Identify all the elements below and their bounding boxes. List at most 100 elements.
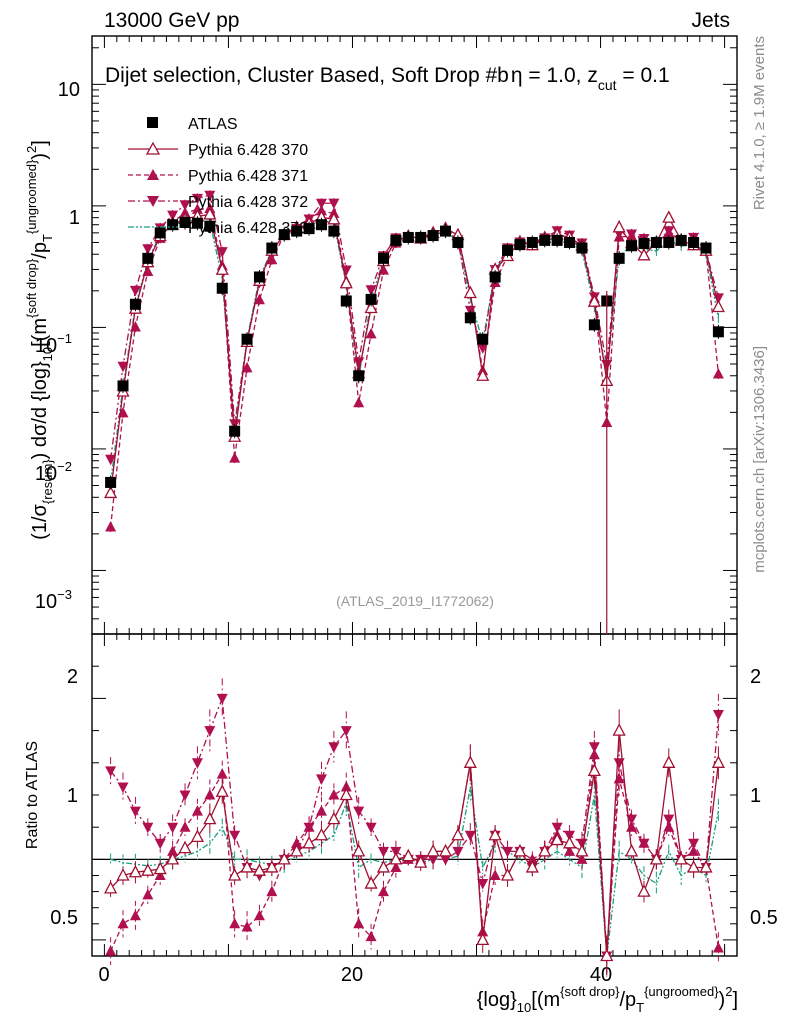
x-title-sub: 10 bbox=[517, 1000, 531, 1015]
marker-ratio-p371 bbox=[117, 917, 129, 929]
y-axis-title-main: (1/σ{resum}) dσ/d {log}10[(m{soft drop}/… bbox=[24, 140, 55, 540]
x-title-slash: /p bbox=[619, 989, 636, 1011]
marker-ratio-p372 bbox=[477, 879, 489, 890]
marker-atlas bbox=[191, 217, 203, 229]
marker-atlas bbox=[278, 229, 290, 241]
y-title-mid: ) dσ/d {log} bbox=[29, 361, 51, 459]
y-tick-label-1e-3: 10−3 bbox=[35, 587, 72, 613]
marker-ratio-p371 bbox=[204, 789, 216, 800]
marker-atlas bbox=[663, 236, 675, 248]
selection-cut-sub: cut bbox=[598, 77, 617, 93]
selection-tail: = 0.1 bbox=[617, 64, 670, 87]
marker-atlas bbox=[526, 236, 538, 248]
marker-main-p371 bbox=[266, 253, 278, 265]
marker-main-p370 bbox=[711, 299, 725, 313]
marker-ratio-p370 bbox=[463, 755, 477, 768]
marker-ratio-p370 bbox=[228, 868, 242, 881]
marker-ratio-p370 bbox=[128, 864, 142, 878]
marker-ratio-p370 bbox=[500, 868, 515, 881]
y-title-close: ) bbox=[29, 153, 51, 160]
marker-main-p372 bbox=[477, 343, 489, 354]
marker-ratio-p370 bbox=[451, 827, 465, 841]
marker-ratio-p371 bbox=[216, 768, 228, 779]
marker-atlas bbox=[241, 333, 253, 345]
marker-ratio-p370 bbox=[624, 843, 639, 857]
marker-atlas bbox=[427, 230, 439, 242]
marker-main-p370 bbox=[215, 262, 229, 275]
marker-ratio-p370 bbox=[302, 835, 316, 849]
marker-ratio-p372 bbox=[588, 742, 600, 753]
legend-marker-370 bbox=[145, 141, 161, 155]
marker-ratio-p370 bbox=[389, 851, 403, 865]
marker-main-p370 bbox=[104, 485, 118, 499]
y-tick-label-10: 10 bbox=[58, 79, 80, 101]
marker-main-p372 bbox=[179, 200, 191, 211]
legend-label-373: Pythia 6.428 373 bbox=[188, 220, 308, 237]
x-title-sq: 2 bbox=[725, 984, 732, 999]
axis-ticks bbox=[92, 36, 737, 956]
y-tick-1e-3-mantissa: 10 bbox=[35, 591, 57, 613]
marker-atlas bbox=[105, 476, 117, 488]
marker-ratio-p371 bbox=[526, 853, 538, 864]
marker-ratio-p371 bbox=[377, 885, 389, 897]
marker-atlas bbox=[489, 271, 501, 283]
marker-main-p371 bbox=[626, 230, 638, 241]
marker-atlas bbox=[365, 293, 377, 305]
marker-ratio-p372 bbox=[328, 742, 340, 753]
ratio-tick-label-0-5: 0.5 bbox=[50, 907, 78, 929]
marker-main-p370 bbox=[587, 294, 601, 307]
marker-atlas bbox=[154, 227, 166, 239]
marker-ratio-p371 bbox=[142, 888, 154, 900]
marker-ratio-p370 bbox=[116, 868, 130, 881]
marker-main-p372 bbox=[328, 198, 340, 210]
marker-main-p372 bbox=[216, 247, 228, 258]
selection-eta: η = 1.0, z bbox=[511, 64, 598, 87]
marker-atlas bbox=[638, 238, 650, 250]
marker-ratio-p371 bbox=[588, 748, 600, 760]
marker-atlas bbox=[328, 225, 340, 237]
marker-ratio-p371 bbox=[241, 921, 253, 932]
marker-ratio-p372 bbox=[216, 693, 228, 705]
marker-ratio-p371 bbox=[638, 837, 650, 848]
marker-atlas bbox=[303, 223, 315, 235]
x-tick-label-40: 40 bbox=[590, 964, 612, 986]
marker-atlas bbox=[340, 295, 352, 307]
marker-atlas bbox=[539, 234, 551, 246]
marker-main-p370 bbox=[203, 207, 217, 220]
ratio-tick-label-1: 1 bbox=[67, 785, 78, 807]
marker-ratio-p371 bbox=[253, 909, 265, 921]
marker-main-p372 bbox=[204, 190, 216, 202]
marker-ratio-p370 bbox=[265, 860, 279, 873]
marker-ratio-p370 bbox=[104, 880, 118, 894]
marker-ratio-p370 bbox=[637, 884, 651, 897]
marker-main-p372 bbox=[315, 198, 327, 210]
marker-ratio-p370 bbox=[401, 848, 415, 862]
main-plot-area bbox=[104, 190, 725, 634]
marker-ratio-p370 bbox=[711, 755, 725, 768]
series-main-p373 bbox=[109, 214, 720, 488]
marker-atlas bbox=[551, 234, 563, 246]
marker-ratio-p370 bbox=[550, 832, 564, 846]
marker-main-p371 bbox=[117, 406, 129, 418]
marker-main-p372 bbox=[117, 361, 129, 373]
marker-ratio-p372 bbox=[142, 822, 154, 834]
marker-atlas bbox=[712, 326, 724, 338]
marker-ratio-p370 bbox=[699, 860, 713, 873]
marker-ratio-p370 bbox=[141, 863, 155, 876]
marker-main-p371 bbox=[105, 520, 117, 532]
series-line-main-p371 bbox=[109, 207, 720, 528]
marker-ratio-p370 bbox=[562, 835, 577, 849]
marker-atlas bbox=[588, 319, 600, 331]
marker-atlas bbox=[650, 236, 662, 248]
marker-ratio-p370 bbox=[488, 827, 502, 841]
marker-ratio-p370 bbox=[662, 755, 676, 768]
marker-atlas bbox=[477, 333, 489, 345]
y-title-sup: {soft drop} bbox=[24, 258, 39, 318]
marker-atlas bbox=[464, 312, 476, 324]
legend-marker-atlas bbox=[147, 117, 158, 128]
y-title-sup2: {ungroomed} bbox=[24, 159, 39, 234]
marker-ratio-p370 bbox=[376, 860, 391, 873]
marker-main-p370 bbox=[637, 247, 651, 261]
marker-ratio-p372 bbox=[340, 726, 352, 737]
selection-main: Dijet selection, Cluster Based, Soft Dro… bbox=[105, 64, 509, 87]
